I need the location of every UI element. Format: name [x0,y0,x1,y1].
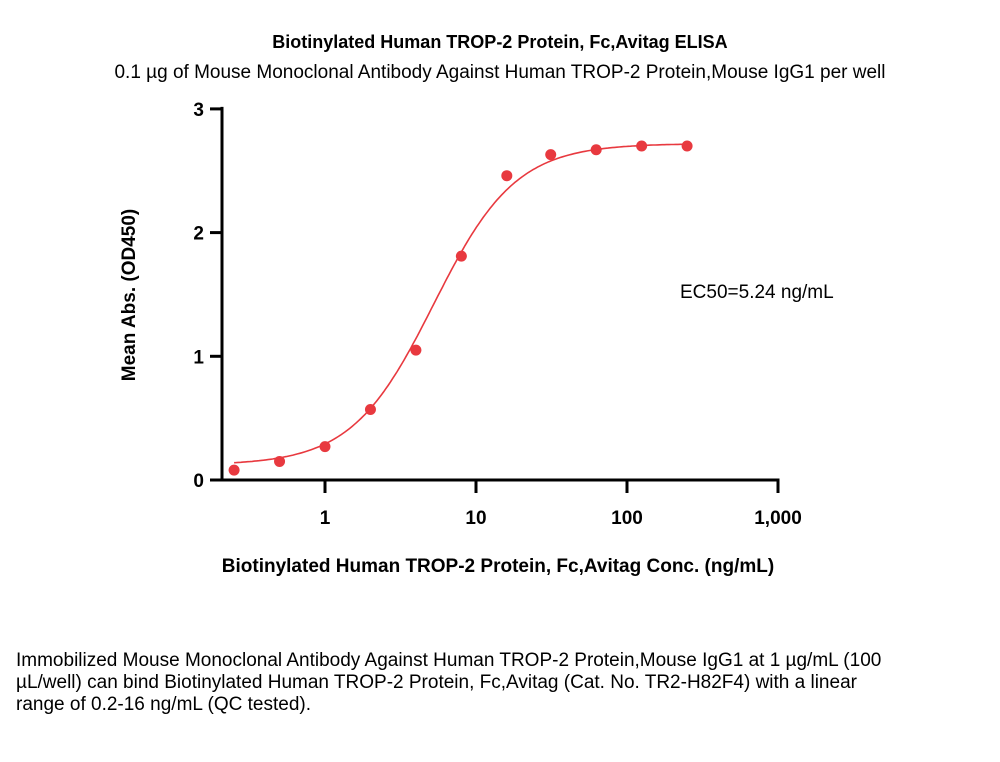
chart-title: Biotinylated Human TROP-2 Protein, Fc,Av… [272,32,728,52]
x-tick-label: 1,000 [754,508,802,529]
data-point [681,140,693,152]
data-point [274,455,286,467]
data-point [455,250,467,262]
data-point [636,140,648,152]
data-point [319,441,331,453]
ec50-annotation: EC50=5.24 ng/mL [680,282,834,303]
data-point [364,403,376,415]
chart-subtitle: 0.1 µg of Mouse Monoclonal Antibody Agai… [114,62,886,83]
data-point [410,344,422,356]
data-point [501,170,513,182]
x-tick-label: 10 [465,508,486,529]
y-tick-label: 2 [193,224,204,245]
figure-caption: Immobilized Mouse Monoclonal Antibody Ag… [16,650,882,715]
y-tick-label: 3 [193,100,204,121]
data-point [228,464,240,476]
y-tick-label: 1 [193,347,204,368]
elisa-chart: 0 1 2 3 1 10 100 1,000 EC50=5.24 ng/mL Biotinylat… [119,100,834,577]
x-tick-label: 100 [611,508,643,529]
data-point [545,149,557,161]
fit-curve [234,143,688,464]
data-point [590,144,602,156]
y-tick-label: 0 [193,471,204,492]
x-tick-label: 1 [320,508,331,529]
y-axis-label: Mean Abs. (OD450) [119,209,140,381]
x-axis-label: Biotinylated Human TROP-2 Protein, Fc,Av… [222,556,774,577]
